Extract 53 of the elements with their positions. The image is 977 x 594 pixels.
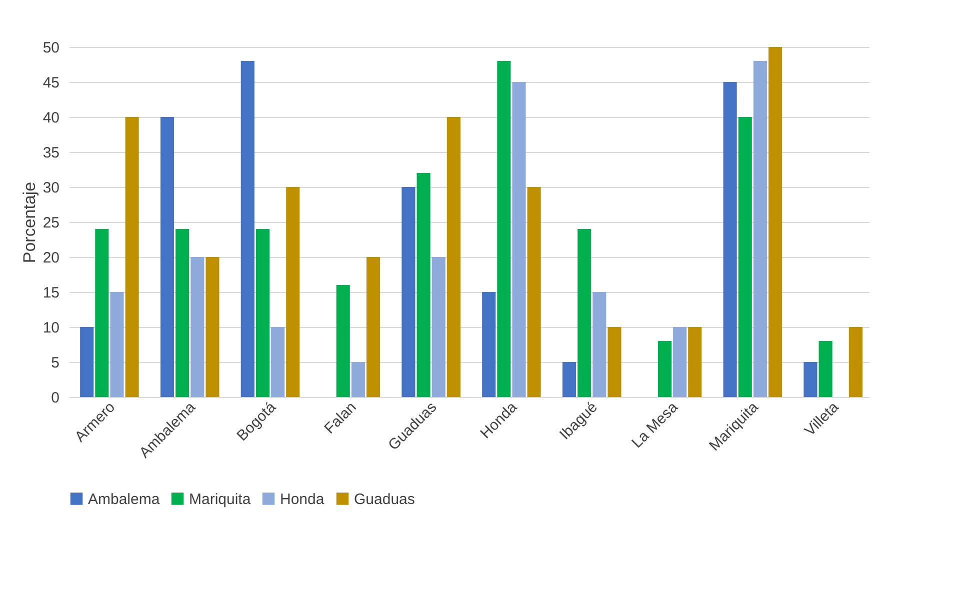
bar <box>240 61 254 397</box>
bar <box>592 292 606 397</box>
legend-label: Ambalema <box>88 490 160 508</box>
bar <box>818 341 832 397</box>
bar <box>804 362 818 397</box>
bar <box>688 327 702 397</box>
bar <box>286 187 300 397</box>
bar <box>176 229 190 397</box>
bar <box>432 257 446 397</box>
y-tick-label: 35 <box>42 144 60 162</box>
bar <box>753 61 767 397</box>
y-tick-label: 30 <box>42 180 60 196</box>
bar <box>497 61 511 397</box>
legend-label: Guaduas <box>354 490 415 508</box>
bar <box>527 187 541 397</box>
bar <box>402 187 416 397</box>
bar <box>125 117 139 397</box>
bar <box>80 327 94 397</box>
legend-label: Mariquita <box>189 490 252 508</box>
y-tick-label: 10 <box>42 320 60 336</box>
bar <box>848 327 862 397</box>
bar <box>110 292 124 397</box>
bar <box>482 292 496 397</box>
bar <box>512 82 526 397</box>
bar <box>366 257 380 397</box>
bar <box>336 285 350 397</box>
y-tick-label: 0 <box>51 390 60 406</box>
bar <box>673 327 687 397</box>
y-tick-label: 20 <box>42 250 60 266</box>
y-tick-label: 15 <box>42 284 60 302</box>
bar <box>271 327 285 397</box>
bar <box>190 257 204 397</box>
bar <box>578 229 592 397</box>
y-tick-label: 45 <box>42 74 60 92</box>
bar <box>160 117 174 397</box>
bar <box>658 341 672 397</box>
bar <box>206 257 220 397</box>
bar <box>768 47 782 397</box>
bar <box>562 362 576 397</box>
bar <box>738 117 752 397</box>
y-tick-label: 5 <box>51 354 60 372</box>
bar <box>256 229 270 397</box>
bar <box>351 362 365 397</box>
bar <box>608 327 622 397</box>
bar <box>723 82 737 397</box>
y-tick-label: 25 <box>42 214 60 232</box>
y-tick-label: 50 <box>42 40 60 56</box>
legend-label: Honda <box>280 490 325 508</box>
bar <box>446 117 460 397</box>
y-tick-label: 40 <box>42 110 60 126</box>
bar <box>95 229 109 397</box>
bar <box>416 173 430 397</box>
y-axis-title: Porcentaje <box>20 182 39 264</box>
